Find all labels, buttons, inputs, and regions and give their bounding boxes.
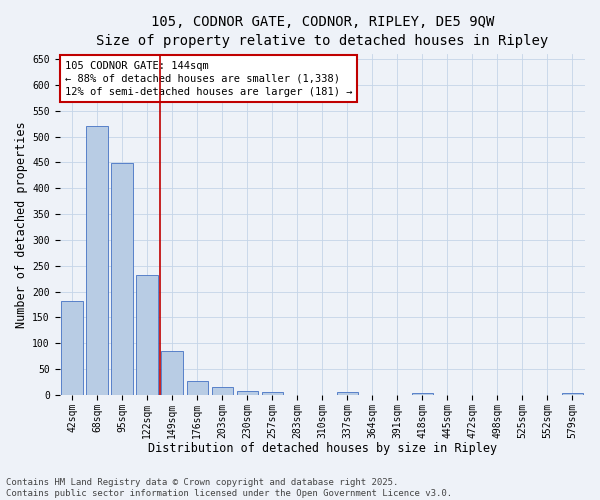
Bar <box>236 391 258 395</box>
Bar <box>86 126 107 395</box>
Text: 105 CODNOR GATE: 144sqm
← 88% of detached houses are smaller (1,338)
12% of semi: 105 CODNOR GATE: 144sqm ← 88% of detache… <box>65 60 352 97</box>
Bar <box>187 381 208 395</box>
Bar <box>136 275 158 395</box>
Title: 105, CODNOR GATE, CODNOR, RIPLEY, DE5 9QW
Size of property relative to detached : 105, CODNOR GATE, CODNOR, RIPLEY, DE5 9Q… <box>96 15 548 48</box>
Bar <box>262 392 283 395</box>
Bar <box>562 394 583 395</box>
Bar <box>212 387 233 395</box>
Bar <box>161 351 183 395</box>
Bar <box>112 164 133 395</box>
Bar <box>337 392 358 395</box>
Bar <box>61 301 83 395</box>
Bar <box>412 394 433 395</box>
Text: Contains HM Land Registry data © Crown copyright and database right 2025.
Contai: Contains HM Land Registry data © Crown c… <box>6 478 452 498</box>
Y-axis label: Number of detached properties: Number of detached properties <box>15 121 28 328</box>
X-axis label: Distribution of detached houses by size in Ripley: Distribution of detached houses by size … <box>148 442 497 455</box>
